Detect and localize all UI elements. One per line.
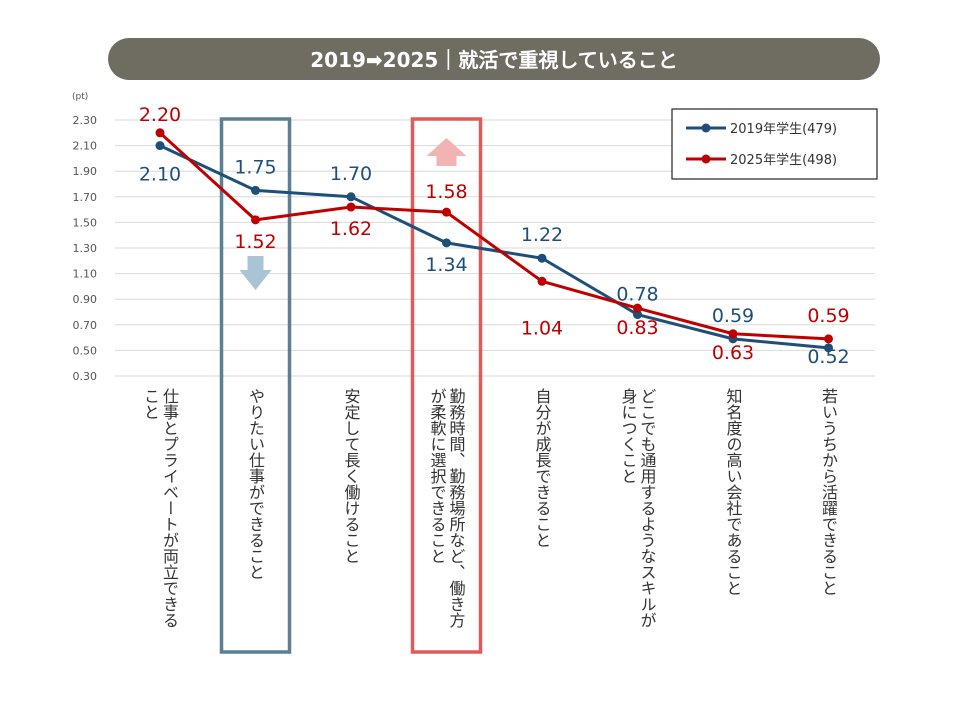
x-category-label: やりたい仕事ができること [246, 388, 265, 580]
data-point [155, 128, 165, 138]
data-point [824, 334, 833, 344]
data-label: 1.34 [425, 254, 467, 276]
highlight-layer [219, 117, 483, 654]
x-category-label: 安定して長く働けること [342, 388, 361, 564]
series-line [159, 144, 829, 350]
y-tick-label: 1.10 [73, 268, 98, 281]
x-category-label: 身につくこと [619, 388, 638, 484]
data-label: 1.75 [234, 156, 276, 178]
data-point [537, 253, 547, 263]
legend-label-2019: 2019年学生(479) [730, 121, 837, 137]
legend-box [671, 108, 878, 180]
data-point [824, 343, 833, 353]
x-category-label: が柔軟に選択できること [428, 388, 447, 564]
chart-title: 2019➡2025｜就活で重視していること [310, 48, 678, 72]
y-tick-label: 1.50 [73, 216, 98, 229]
title-banner [108, 38, 880, 80]
label-layer: 2.10 1.75 1.70 1.34 1.22 0.78 0.59 0.52 2.20 1.52… [139, 104, 850, 368]
grid-layer: 0.30 0.50 0.70 0.90 1.10 1.30 1.50 1.70 1.90 2.10… [73, 114, 875, 383]
y-tick-label: 0.30 [73, 370, 98, 383]
data-label: 0.83 [616, 317, 658, 339]
legend-marker-2019 [701, 123, 711, 133]
data-label: 0.52 [807, 346, 849, 368]
data-label: 1.52 [234, 231, 276, 253]
data-label: 1.58 [425, 181, 467, 203]
data-label: 0.59 [807, 305, 849, 327]
data-label: 0.63 [712, 342, 754, 364]
data-label: 2.20 [139, 104, 181, 126]
data-point [537, 276, 547, 286]
x-category-label: 若いうちから活躍できること [819, 388, 838, 596]
y-tick-label: 1.90 [73, 165, 98, 178]
x-category-label: 知名度の高い会社であること [724, 388, 743, 596]
data-label: 0.78 [616, 284, 658, 306]
x-category-label: こと [141, 388, 160, 420]
series-layer [155, 128, 833, 353]
legend: 2019年学生(479) 2025年学生(498) [671, 108, 878, 180]
y-tick-label: 1.30 [73, 242, 98, 255]
y-tick-label: 0.90 [73, 293, 98, 306]
y-tick-label: 0.70 [73, 319, 98, 332]
data-point [728, 329, 738, 339]
y-tick-label: 2.10 [73, 140, 98, 153]
highlight-box [219, 117, 292, 654]
x-category-label: 自分が成長できること [533, 388, 552, 548]
highlight-box [410, 117, 483, 654]
data-point [633, 303, 642, 313]
data-point [633, 310, 642, 320]
x-category-label: どこでも通用するようなスキルが [638, 388, 657, 628]
data-point [442, 207, 451, 217]
y-axis-unit: (pt) [72, 92, 88, 102]
legend-marker-2025 [701, 154, 711, 164]
data-label: 2.10 [139, 164, 181, 186]
data-point [442, 238, 451, 248]
arrow-down-icon [239, 256, 272, 290]
y-tick-label: 1.70 [73, 191, 98, 204]
legend-label-2025: 2025年学生(498) [730, 152, 837, 168]
data-point [346, 192, 356, 202]
data-label: 1.22 [521, 224, 563, 246]
data-point [155, 141, 165, 151]
arrow-up-icon [426, 138, 467, 166]
data-point [251, 215, 260, 225]
x-category-label: 仕事とプライベートが両立できる [160, 388, 179, 628]
data-point [346, 202, 356, 212]
y-tick-label: 0.50 [73, 344, 98, 357]
data-label: 1.62 [330, 218, 372, 240]
y-tick-label: 2.30 [73, 114, 98, 127]
series-line [158, 131, 829, 341]
x-category-label: 勤務時間、勤務場所など、働き方 [447, 388, 466, 629]
data-point [251, 185, 260, 195]
data-label: 1.70 [330, 163, 372, 185]
data-label: 0.59 [712, 305, 754, 327]
data-label: 1.04 [521, 317, 563, 339]
